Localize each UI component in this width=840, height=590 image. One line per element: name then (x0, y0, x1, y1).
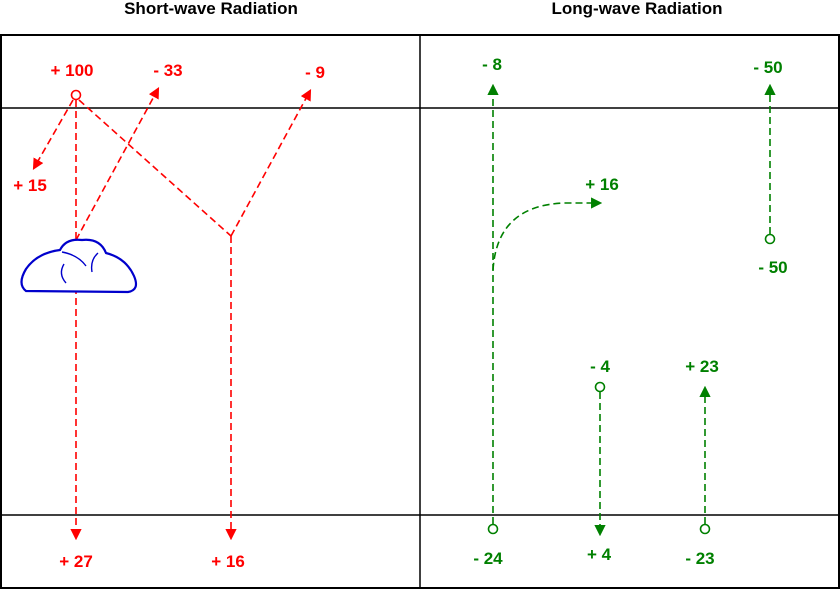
latent-sensible-label: + 16 (585, 175, 619, 194)
convection-loss-marker (594, 381, 606, 393)
surface-reflected-arrow (230, 89, 312, 237)
shortwave-title: Short-wave Radiation (124, 0, 298, 18)
surface-emission-label: - 24 (473, 549, 503, 568)
incoming-label: + 100 (50, 61, 93, 80)
surface-direct-label: + 27 (59, 552, 93, 571)
cloud-reflected-arrow (75, 87, 160, 241)
surface-gain-label: + 4 (587, 545, 612, 564)
shortwave-labels: + 100 - 33 - 9 + 15 + 27 + 16 (13, 61, 325, 571)
longwave-labels: - 8 + 16 - 50 - 50 - 4 + 23 - 24 + 4 - 2… (473, 55, 787, 568)
incoming-source-marker (70, 89, 82, 101)
atmosphere-space-label: - 50 (753, 58, 782, 77)
surface-reflected-label: - 9 (305, 63, 325, 82)
latent-sensible-arrow (492, 197, 603, 271)
longwave-arrows (487, 83, 776, 537)
surface-diffuse-label: + 16 (211, 552, 245, 571)
shortwave-arrows (32, 87, 312, 541)
convection-loss-label: - 4 (590, 357, 610, 376)
atmosphere-absorbed-arrow (32, 99, 74, 170)
atmosphere-absorbed-label: + 15 (13, 176, 47, 195)
scattered-beam-arrow (78, 99, 232, 237)
atmosphere-emission-marker (764, 233, 776, 245)
cloud-reflected-label: - 33 (153, 61, 182, 80)
surface-loss-marker (699, 523, 711, 535)
surface-emission-marker (487, 523, 499, 535)
surface-loss-label: - 23 (685, 549, 714, 568)
longwave-title: Long-wave Radiation (552, 0, 723, 18)
atmosphere-emission-label: - 50 (758, 258, 787, 277)
surface-escape-label: - 8 (482, 55, 502, 74)
convection-gain-label: + 23 (685, 357, 719, 376)
cloud-icon (20, 238, 138, 294)
